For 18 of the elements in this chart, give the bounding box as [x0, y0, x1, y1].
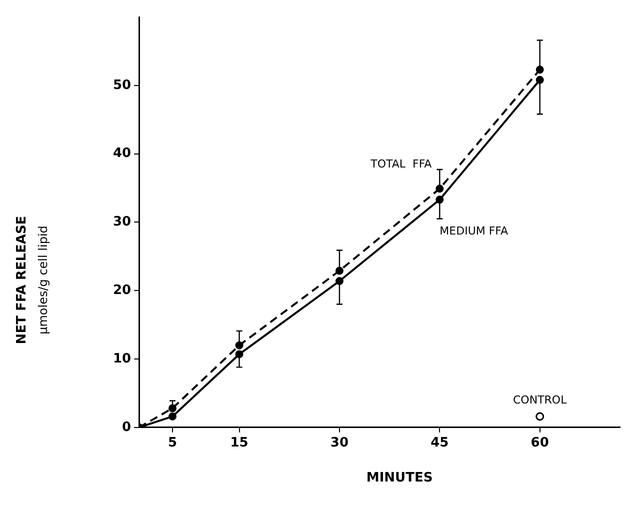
x-tick-label: 30	[330, 436, 349, 451]
y-axis-title: NET FFA RELEASE µmoles/g cell lipid	[14, 216, 50, 344]
point	[536, 412, 544, 421]
y-tick-label: 20	[112, 282, 132, 298]
series-label: CONTROL	[512, 393, 568, 406]
x-tick-label: 45	[430, 436, 449, 451]
x-tick-label: 60	[530, 436, 549, 451]
y-tick-label: 30	[112, 214, 132, 230]
x-tick-label: 5	[168, 436, 178, 451]
y-tick-label: 40	[112, 146, 132, 162]
y-tick-label: 50	[112, 78, 132, 93]
series-label: MEDIUM FFA	[440, 224, 508, 238]
y-tick-label: 10	[112, 351, 132, 366]
point	[168, 412, 176, 420]
x-tick-label: 15	[230, 436, 248, 451]
y-tick-label: 0	[122, 420, 132, 435]
series-label: TOTAL FFA	[370, 158, 432, 171]
x-axis-title: MINUTES	[366, 470, 433, 486]
